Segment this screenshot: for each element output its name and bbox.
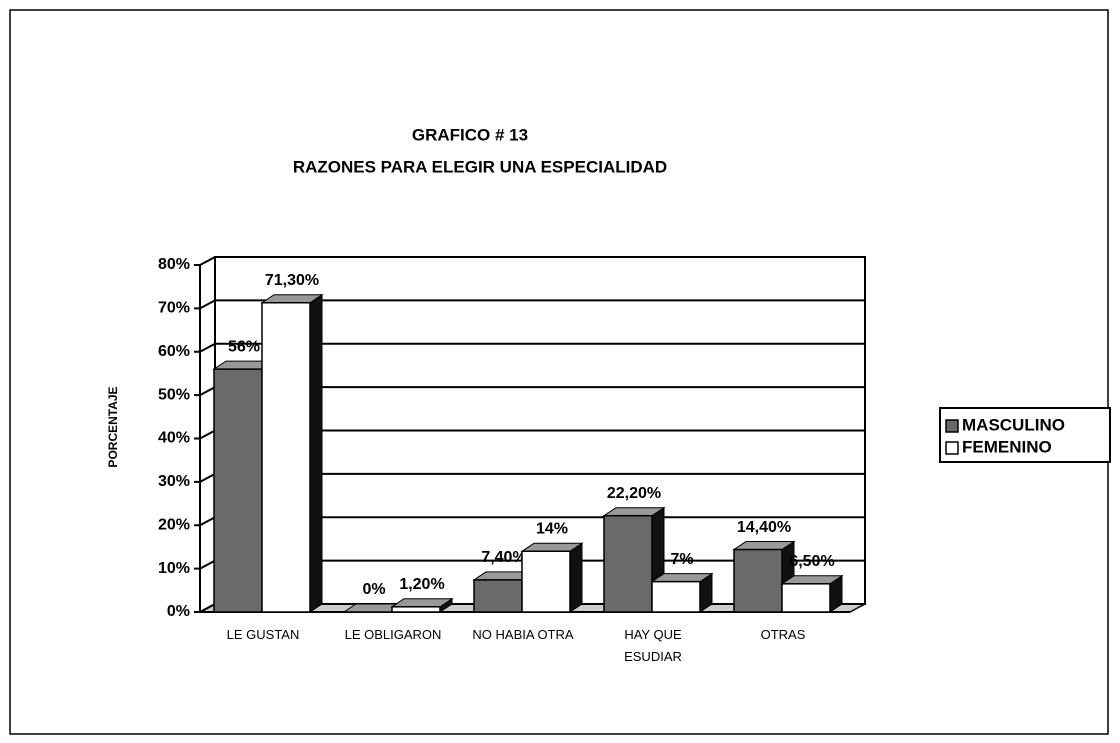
y-tick-label: 80% xyxy=(158,256,190,273)
grid-line xyxy=(199,603,216,613)
bar-side xyxy=(309,293,323,613)
y-tick-label: 70% xyxy=(158,300,190,317)
grid-line xyxy=(199,429,216,440)
bar xyxy=(733,548,783,613)
data-label: 22,20% xyxy=(607,485,661,502)
data-label: 71,30% xyxy=(265,272,319,289)
chart-title: GRAFICO # 13 xyxy=(412,125,528,144)
data-label: 6,50% xyxy=(789,553,834,570)
grid-line xyxy=(199,559,216,570)
bar xyxy=(391,606,441,613)
y-tick-label: 10% xyxy=(158,560,190,577)
grid-line xyxy=(199,516,216,527)
frame xyxy=(9,9,1109,735)
legend-swatch xyxy=(945,441,959,455)
y-tick-label: 40% xyxy=(158,430,190,447)
bar xyxy=(473,579,523,613)
y-tick-label: 60% xyxy=(158,343,190,360)
legend-box xyxy=(939,407,1111,463)
x-tick-label: NO HABIA OTRA xyxy=(472,627,574,642)
data-label: 1,20% xyxy=(399,576,444,593)
data-label: 7,40% xyxy=(481,549,526,566)
x-tick-label: OTRAS xyxy=(760,627,806,642)
bar xyxy=(603,514,653,613)
grid-line xyxy=(199,386,216,397)
bar xyxy=(781,583,831,613)
x-tick-label: LE OBLIGARON xyxy=(344,627,442,642)
bar xyxy=(521,550,571,613)
grid-line xyxy=(199,342,216,353)
data-label: 56% xyxy=(228,338,260,355)
bar xyxy=(213,368,263,613)
grid-line xyxy=(199,472,216,483)
y-tick-label: 20% xyxy=(158,516,190,533)
data-label: 0% xyxy=(362,581,385,598)
data-label: 7% xyxy=(670,551,693,568)
grid-line xyxy=(199,256,216,266)
bar xyxy=(651,580,701,613)
chart-title: RAZONES PARA ELEGIR UNA ESPECIALIDAD xyxy=(293,157,667,176)
data-label: 14,40% xyxy=(737,519,791,536)
y-tick-label: 50% xyxy=(158,386,190,403)
legend-label: FEMENINO xyxy=(962,437,1052,456)
y-tick-label: 30% xyxy=(158,473,190,490)
legend-swatch xyxy=(945,419,959,433)
y-tick-label: 0% xyxy=(167,603,190,620)
bar-side xyxy=(569,542,583,613)
y-axis-label: PORCENTAJE xyxy=(106,386,120,467)
bar xyxy=(261,301,311,613)
grid-line xyxy=(199,299,216,310)
legend-label: MASCULINO xyxy=(962,415,1065,434)
x-tick-label: HAY QUE ESUDIAR xyxy=(624,627,682,664)
x-tick-label: LE GUSTAN xyxy=(226,627,300,642)
data-label: 14% xyxy=(536,520,568,537)
